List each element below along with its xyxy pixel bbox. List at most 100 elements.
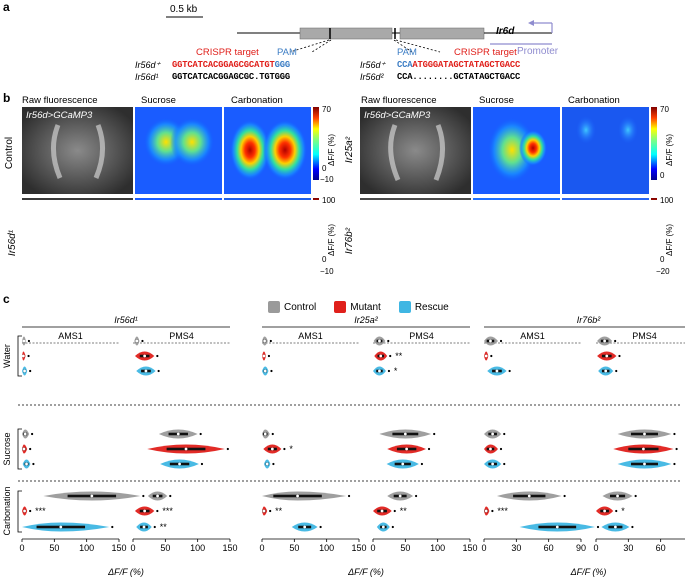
violin-median: [403, 432, 407, 436]
panel-label-c: c: [3, 292, 10, 306]
x-tick-label: 100: [190, 543, 205, 553]
panel-label-a: a: [3, 0, 10, 14]
stimulus-bracket: [17, 490, 22, 533]
x-tick-label: 100: [79, 543, 94, 553]
scale-bar-label: 0.5 kb: [170, 4, 198, 15]
site-header: AMS1: [298, 331, 323, 341]
violin-outlier: [29, 369, 32, 373]
violin-median: [144, 369, 148, 373]
colorbar-left-row2: [313, 198, 319, 200]
violin-outlier: [387, 339, 390, 343]
x-tick-label: 0: [593, 543, 598, 553]
legend-item-rescue: Rescue: [398, 300, 449, 314]
violin-outlier: [141, 339, 144, 343]
cbar-r1-max: 70: [660, 105, 669, 114]
sucrose-mutant-right: [473, 198, 560, 200]
violin-median: [23, 509, 26, 513]
left-mut-label: Ir56d¹: [135, 72, 159, 82]
violin-outlier: [27, 354, 30, 358]
gene-header: Ir25a²: [354, 315, 379, 325]
x-tick-label: 60: [656, 543, 666, 553]
violin-outlier: [499, 339, 503, 343]
violin-outlier: [427, 447, 431, 451]
violin-median: [491, 432, 495, 436]
cbar-r1-zero: 0: [660, 171, 665, 180]
panel-label-b: b: [3, 91, 11, 105]
carbonation-mutant-left: [224, 198, 311, 200]
violin-outlier: [269, 509, 272, 513]
violin-outlier: [490, 354, 493, 358]
violin-outlier: [271, 432, 274, 436]
violin-outlier: [387, 369, 391, 373]
violin-median: [605, 354, 609, 358]
stimulus-label: Sucrose: [2, 432, 12, 465]
violin-median: [381, 525, 385, 529]
violin-median: [489, 447, 492, 451]
violin-median: [262, 509, 266, 513]
violin-outlier: [27, 339, 31, 343]
violin-outlier: [199, 432, 202, 436]
violin-outlier: [618, 354, 621, 358]
violin-median: [643, 462, 646, 466]
violin-median: [603, 509, 607, 513]
cbar-r2-max: 100: [660, 196, 674, 205]
violin-outlier: [157, 369, 160, 373]
gene-header: Ir76b²: [577, 315, 602, 325]
stimulus-label: Water: [2, 344, 12, 368]
violin-median: [527, 494, 531, 498]
pam-left-label: PAM: [277, 47, 297, 58]
violin-outlier: [393, 509, 396, 513]
imaging-panels: [22, 107, 657, 200]
right-col-header-sucrose: Sucrose: [479, 95, 514, 106]
violin-median: [265, 462, 269, 466]
violin-median: [263, 432, 267, 436]
x-tick-label: 150: [111, 543, 126, 553]
violin-outlier: [319, 525, 322, 529]
x-tick-label: 150: [222, 543, 237, 553]
violin-outlier: [29, 447, 32, 451]
violin-outlier: [389, 354, 392, 358]
violin-median: [642, 447, 645, 451]
violin-median: [22, 339, 26, 343]
violin-outlier: [596, 525, 600, 529]
violin-median: [491, 462, 495, 466]
cbar-l1-zero: 0: [322, 164, 327, 173]
right-wt-label: Ir56d⁺: [360, 60, 386, 70]
legend-label: Control: [284, 301, 317, 313]
violin-median: [263, 339, 266, 343]
legend: Control Mutant Rescue: [268, 300, 449, 314]
site-header: PMS4: [169, 331, 194, 341]
site-header: AMS1: [58, 331, 83, 341]
left-col-header-raw: Raw fluorescence: [22, 95, 98, 106]
violin-median: [135, 339, 139, 343]
violin-median: [90, 494, 94, 498]
violin-outlier: [200, 462, 204, 466]
site-header: AMS1: [520, 331, 545, 341]
colorbar-right-row2: [651, 198, 657, 200]
sucrose-mutant-left: [135, 198, 222, 200]
cbar-l1-max: 70: [322, 105, 331, 114]
x-axis-label: ΔF/F (%): [107, 567, 144, 577]
x-tick-label: 50: [289, 543, 299, 553]
violin-median: [296, 494, 299, 498]
significance-label: ***: [162, 506, 173, 516]
violin-median: [263, 369, 267, 373]
violin-outlier: [673, 462, 676, 466]
x-tick-label: 30: [511, 543, 521, 553]
violin-outlier: [503, 432, 506, 436]
violin-median: [184, 447, 188, 451]
cbar-l2-min: −10: [320, 267, 334, 276]
violin-outlier: [283, 447, 286, 451]
raw-mutant-right: [360, 198, 471, 200]
significance-label: ***: [497, 506, 508, 516]
violin-median: [262, 354, 266, 358]
x-tick-label: 150: [462, 543, 477, 553]
violin-median: [25, 462, 28, 466]
violin-median: [614, 525, 617, 529]
significance-label: *: [289, 444, 293, 454]
violin-median: [405, 447, 409, 451]
cbar-l2-max: 100: [322, 196, 336, 205]
violin-outlier: [267, 354, 271, 358]
violin-outlier: [503, 462, 506, 466]
